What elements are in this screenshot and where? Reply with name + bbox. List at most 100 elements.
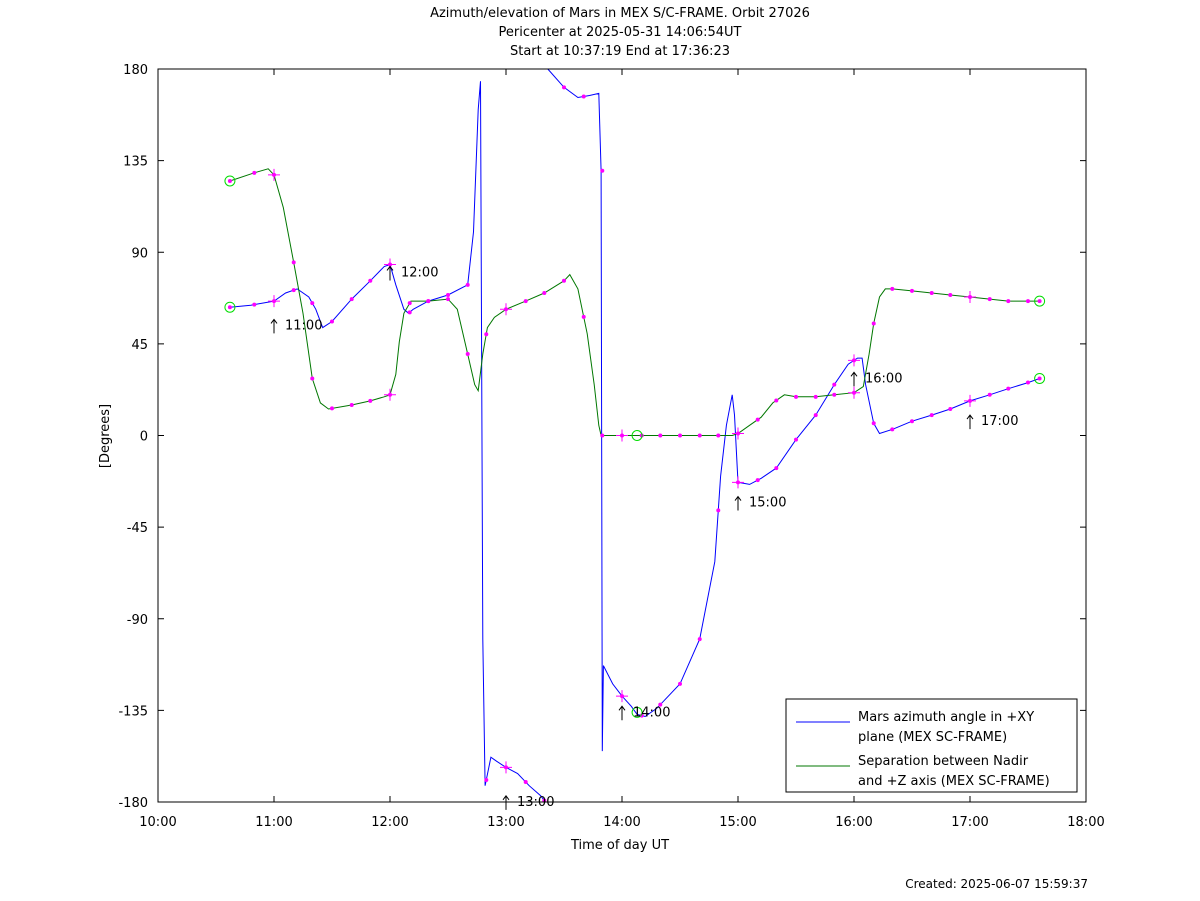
x-tick-label: 14:00 — [603, 815, 640, 830]
data-point-dot — [1026, 299, 1030, 304]
x-tick-label: 11:00 — [255, 815, 292, 830]
data-point-dot — [929, 413, 934, 418]
data-point-dot — [678, 681, 682, 686]
y-tick-label: 0 — [140, 430, 148, 445]
data-point-dot — [678, 433, 682, 438]
data-point-dot — [658, 433, 663, 438]
hour-annotation-label: 16:00 — [865, 371, 902, 386]
y-tick-label: -180 — [118, 796, 148, 811]
data-point-dot — [774, 398, 779, 403]
data-point-dot — [755, 417, 760, 422]
data-point-dot — [948, 293, 953, 298]
hour-annotation-label: 15:00 — [749, 496, 786, 511]
hour-marker — [500, 761, 512, 774]
data-point-dot — [987, 392, 992, 397]
legend-box — [785, 698, 1078, 793]
data-point-dot — [774, 466, 779, 471]
hour-marker — [732, 427, 744, 440]
data-point-dot — [581, 94, 586, 99]
data-point-dot — [310, 376, 315, 381]
x-tick-label: 18:00 — [1067, 815, 1104, 830]
data-point-dot — [697, 433, 702, 438]
event-circle-marker — [1034, 295, 1046, 307]
data-point-dot — [639, 713, 644, 718]
data-point-dot — [446, 297, 450, 302]
x-tick-label: 17:00 — [951, 815, 988, 830]
created-timestamp: Created: 2025-06-07 15:59:37 — [905, 877, 1088, 891]
data-point-dot — [794, 437, 798, 442]
data-point-dot — [349, 297, 354, 302]
axes: 10:00 11:00 12:00 13:00 14:00 15:00 16:00 17:00… — [118, 63, 1104, 830]
data-point-dot — [426, 299, 431, 304]
data-point-dot — [542, 290, 547, 295]
data-point-dot — [542, 798, 547, 803]
data-point-dot — [562, 278, 566, 283]
data-point-dot — [484, 778, 489, 783]
hour-annotation-arrow — [850, 371, 858, 387]
legend: Mars azimuth angle in +XY plane (MEX SC-… — [785, 698, 1078, 793]
data-point-dot — [794, 394, 798, 399]
data-point-dot — [330, 406, 334, 411]
x-tick-label: 12:00 — [371, 815, 408, 830]
hour-marker — [848, 386, 860, 399]
x-tick-label: 13:00 — [487, 815, 524, 830]
data-point-dot — [871, 421, 876, 426]
data-point-dot — [252, 302, 257, 307]
data-point-dot — [291, 260, 296, 265]
hour-annotation-arrow — [270, 318, 278, 334]
data-point-dot — [581, 314, 586, 319]
data-point-dot — [227, 178, 232, 183]
event-circle-marker — [224, 175, 236, 187]
y-tick-label: 180 — [123, 63, 148, 78]
hour-marker — [384, 388, 396, 401]
x-axis-label: Time of day UT — [570, 838, 669, 853]
hour-marker — [616, 690, 628, 703]
data-point-dot — [407, 310, 412, 315]
hour-annotation-arrow — [966, 414, 974, 430]
data-point-dot — [890, 286, 895, 291]
data-point-dot — [600, 433, 605, 438]
data-point-dot — [1037, 376, 1042, 381]
data-point-dot — [330, 319, 334, 324]
hour-annotation-label: 14:00 — [633, 705, 670, 720]
data-point-dot — [716, 508, 721, 513]
data-point-dot — [813, 413, 818, 418]
y-tick-label: 45 — [131, 338, 148, 353]
data-point-dot — [832, 382, 837, 387]
data-point-dot — [910, 419, 914, 424]
data-point-dot — [562, 85, 566, 90]
hour-marker — [268, 168, 280, 181]
hour-annotation-label: 12:00 — [401, 265, 438, 280]
legend-label-azimuth-line-1: Mars azimuth angle in +XY — [858, 710, 1034, 725]
data-point-dot — [987, 297, 992, 302]
hour-annotation-label: 17:00 — [981, 414, 1018, 429]
data-point-dot — [349, 402, 354, 407]
hour-annotation-arrow — [618, 705, 626, 721]
y-tick-label: -135 — [118, 704, 148, 719]
data-point-dot — [716, 433, 721, 438]
data-point-dot — [871, 321, 876, 326]
data-point-dot — [658, 702, 663, 707]
data-point-dot — [465, 352, 470, 357]
hour-marker — [268, 295, 280, 308]
data-point-dot — [1006, 386, 1011, 391]
data-point-dot — [523, 299, 528, 304]
legend-label-separation-line-2: and +Z axis (MEX SC-FRAME) — [858, 774, 1050, 789]
hour-marker — [964, 394, 976, 407]
data-point-dot — [252, 170, 257, 175]
chart-title-line-3: Start at 10:37:19 End at 17:36:23 — [510, 44, 730, 59]
data-point-dot — [368, 398, 373, 403]
data-point-dot — [910, 288, 914, 293]
data-point-dot — [523, 780, 528, 785]
event-circle-marker — [224, 301, 236, 313]
data-point-dot — [832, 392, 837, 397]
data-point-dot — [1037, 299, 1042, 304]
hour-marker — [732, 476, 744, 489]
data-point-dot — [813, 394, 818, 399]
data-point-dot — [310, 301, 315, 306]
event-circle-marker — [1034, 372, 1046, 384]
data-point-dot — [755, 478, 760, 483]
data-point-dot — [291, 288, 296, 293]
